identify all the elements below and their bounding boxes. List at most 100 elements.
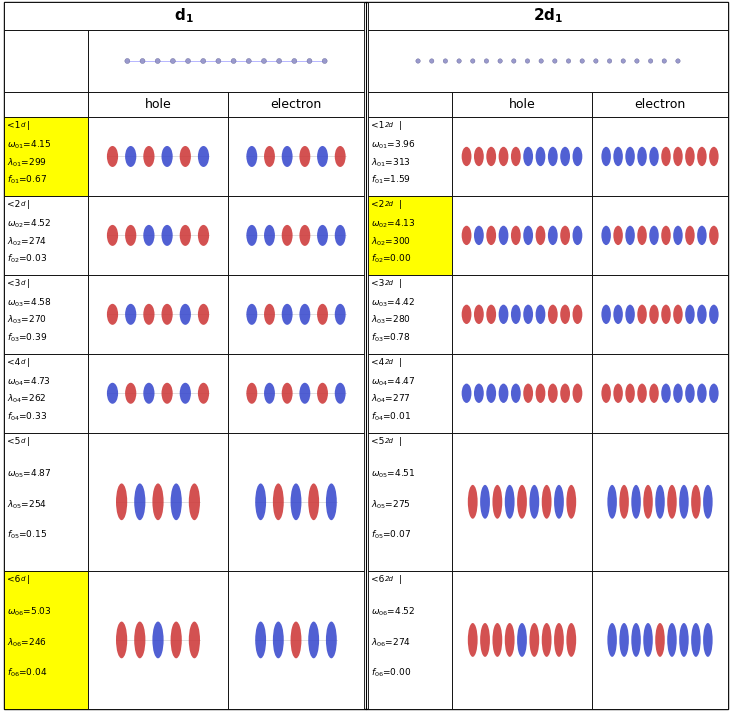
Text: <5: <5 — [371, 437, 384, 446]
Text: $f_{02}$=0.00: $f_{02}$=0.00 — [371, 252, 411, 265]
Ellipse shape — [673, 226, 683, 245]
Ellipse shape — [264, 383, 275, 404]
Ellipse shape — [613, 147, 623, 166]
Text: electron: electron — [270, 98, 321, 111]
Ellipse shape — [326, 622, 337, 658]
Bar — [592, 117, 728, 196]
Text: $f_{02}$=0.03: $f_{02}$=0.03 — [7, 252, 48, 265]
Ellipse shape — [649, 226, 659, 245]
Ellipse shape — [152, 483, 163, 520]
Ellipse shape — [638, 304, 647, 324]
Text: electron: electron — [635, 98, 686, 111]
Text: $\lambda_{04}$=277: $\lambda_{04}$=277 — [371, 393, 411, 406]
Circle shape — [498, 58, 502, 63]
Circle shape — [155, 58, 160, 63]
Text: $\omega_{06}$=4.52: $\omega_{06}$=4.52 — [371, 605, 416, 618]
Ellipse shape — [299, 225, 310, 246]
Ellipse shape — [189, 483, 200, 520]
Ellipse shape — [643, 485, 653, 519]
Ellipse shape — [179, 225, 191, 246]
Ellipse shape — [661, 304, 671, 324]
Ellipse shape — [572, 147, 583, 166]
Text: $\omega_{05}$=4.51: $\omega_{05}$=4.51 — [371, 468, 416, 480]
Text: <5: <5 — [7, 437, 20, 446]
Ellipse shape — [317, 383, 328, 404]
Ellipse shape — [709, 304, 719, 324]
Ellipse shape — [291, 622, 302, 658]
Ellipse shape — [572, 226, 583, 245]
Bar — [368, 30, 728, 92]
Ellipse shape — [548, 226, 558, 245]
Ellipse shape — [498, 384, 509, 403]
Text: $\lambda_{02}$=274: $\lambda_{02}$=274 — [7, 235, 47, 247]
Ellipse shape — [198, 304, 209, 325]
Text: 2d: 2d — [385, 280, 394, 286]
Ellipse shape — [179, 304, 191, 325]
Ellipse shape — [282, 225, 293, 246]
Ellipse shape — [567, 623, 576, 657]
Text: $\lambda_{06}$=274: $\lambda_{06}$=274 — [371, 636, 411, 649]
Ellipse shape — [536, 226, 545, 245]
Ellipse shape — [679, 623, 689, 657]
Ellipse shape — [536, 384, 545, 403]
Ellipse shape — [107, 225, 118, 246]
Bar — [368, 354, 452, 433]
Text: <2: <2 — [371, 200, 384, 209]
Ellipse shape — [273, 622, 284, 658]
Ellipse shape — [602, 384, 611, 403]
Ellipse shape — [643, 623, 653, 657]
Text: $\mathbf{2d_1}$: $\mathbf{2d_1}$ — [533, 6, 563, 26]
Ellipse shape — [486, 226, 496, 245]
Text: $\omega_{02}$=4.52: $\omega_{02}$=4.52 — [7, 217, 51, 230]
Ellipse shape — [625, 384, 635, 403]
Ellipse shape — [613, 304, 623, 324]
Ellipse shape — [560, 384, 570, 403]
Bar — [592, 433, 728, 571]
Ellipse shape — [572, 304, 583, 324]
Bar — [592, 92, 728, 117]
Text: <4: <4 — [371, 358, 384, 366]
Ellipse shape — [638, 147, 647, 166]
Ellipse shape — [638, 226, 647, 245]
Ellipse shape — [179, 383, 191, 404]
Circle shape — [231, 58, 236, 63]
Ellipse shape — [511, 147, 520, 166]
Text: <1: <1 — [7, 121, 20, 130]
Ellipse shape — [505, 623, 515, 657]
Ellipse shape — [703, 485, 713, 519]
Ellipse shape — [299, 304, 310, 325]
Bar — [368, 275, 452, 354]
Text: <6: <6 — [371, 575, 384, 584]
Ellipse shape — [709, 226, 719, 245]
Bar — [592, 354, 728, 433]
Text: $\omega_{01}$=3.96: $\omega_{01}$=3.96 — [371, 138, 416, 151]
Circle shape — [662, 58, 666, 63]
Text: $f_{03}$=0.39: $f_{03}$=0.39 — [7, 332, 48, 344]
Ellipse shape — [273, 483, 284, 520]
Ellipse shape — [125, 304, 136, 325]
Text: $\lambda_{06}$=246: $\lambda_{06}$=246 — [7, 636, 47, 649]
Bar — [88, 433, 228, 571]
Text: <3: <3 — [7, 279, 20, 288]
Ellipse shape — [486, 304, 496, 324]
Circle shape — [430, 58, 434, 63]
Circle shape — [608, 58, 612, 63]
Ellipse shape — [554, 623, 564, 657]
Ellipse shape — [189, 622, 200, 658]
Circle shape — [485, 58, 489, 63]
Bar — [368, 92, 452, 117]
Circle shape — [246, 58, 251, 63]
Text: |: | — [27, 121, 30, 130]
Ellipse shape — [673, 304, 683, 324]
Ellipse shape — [498, 147, 509, 166]
Text: |: | — [399, 200, 402, 209]
Ellipse shape — [613, 226, 623, 245]
Ellipse shape — [493, 623, 502, 657]
Text: hole: hole — [145, 98, 171, 111]
Circle shape — [471, 58, 475, 63]
Bar — [4, 196, 88, 275]
Ellipse shape — [685, 384, 695, 403]
Ellipse shape — [602, 304, 611, 324]
Circle shape — [649, 58, 653, 63]
Ellipse shape — [498, 304, 509, 324]
